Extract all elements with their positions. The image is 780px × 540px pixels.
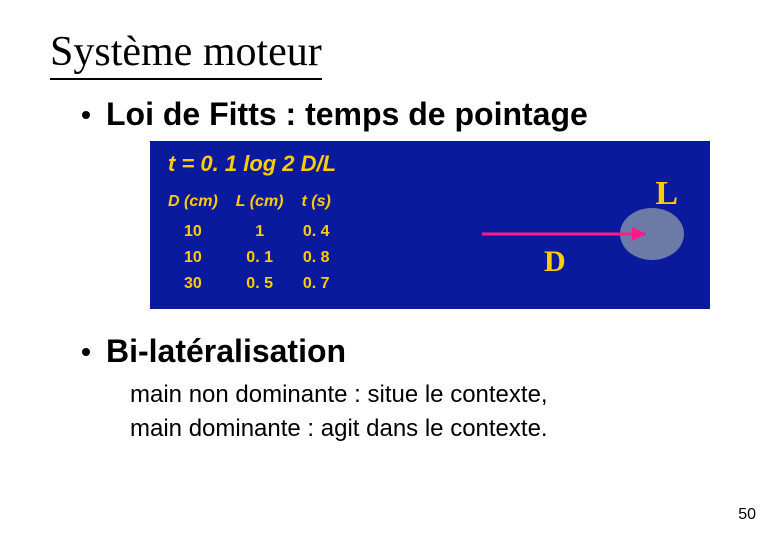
bullet-2-text: Bi-latéralisation — [106, 333, 346, 370]
bullet-2: Bi-latéralisation — [82, 333, 730, 370]
table-header-row: D (cm) L (cm) t (s) — [168, 189, 349, 219]
label-L: L — [655, 175, 678, 213]
cell: 1 — [236, 219, 302, 245]
page-number: 50 — [738, 506, 756, 524]
cell: 10 — [168, 219, 236, 245]
col-header: t (s) — [302, 189, 349, 219]
bullet-dot-icon — [82, 111, 90, 119]
col-header: L (cm) — [236, 189, 302, 219]
label-D: D — [544, 245, 566, 279]
subline-2: main dominante : agit dans le contexte. — [130, 412, 730, 446]
table-row: 10 0. 1 0. 8 — [168, 245, 349, 271]
fitts-diagram: L D — [412, 179, 692, 289]
subline-1: main non dominante : situe le contexte, — [130, 378, 730, 412]
cell: 0. 4 — [302, 219, 349, 245]
col-header: D (cm) — [168, 189, 236, 219]
cell: 10 — [168, 245, 236, 271]
cell: 0. 8 — [302, 245, 349, 271]
bullet-1: Loi de Fitts : temps de pointage — [82, 96, 730, 133]
fitts-formula: t = 0. 1 log 2 D/L — [168, 151, 692, 177]
bullet-1-text: Loi de Fitts : temps de pointage — [106, 96, 588, 133]
cell: 30 — [168, 271, 236, 297]
bullet-dot-icon — [82, 348, 90, 356]
table-row: 10 1 0. 4 — [168, 219, 349, 245]
cell: 0. 7 — [302, 271, 349, 297]
fitts-table: D (cm) L (cm) t (s) 10 1 0. 4 10 0. 1 0.… — [168, 189, 349, 297]
fitts-panel: t = 0. 1 log 2 D/L D (cm) L (cm) t (s) 1… — [150, 141, 710, 309]
cell: 0. 1 — [236, 245, 302, 271]
slide-title: Système moteur — [50, 28, 322, 80]
table-row: 30 0. 5 0. 7 — [168, 271, 349, 297]
cell: 0. 5 — [236, 271, 302, 297]
